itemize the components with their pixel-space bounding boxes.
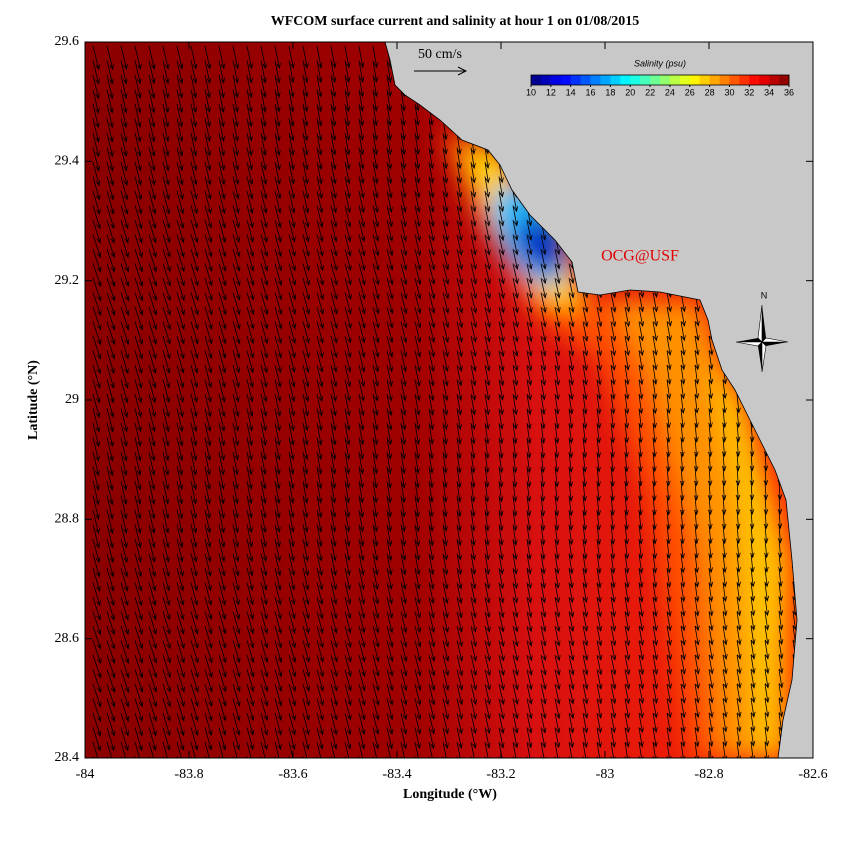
colorbar-swatch	[560, 75, 571, 85]
colorbar-swatch	[779, 75, 790, 85]
colorbar-swatch	[610, 75, 621, 85]
colorbar-swatch	[759, 75, 770, 85]
x-tick-label: -84	[76, 767, 95, 782]
colorbar-swatch	[669, 75, 681, 85]
colorbar-swatch	[600, 75, 611, 85]
colorbar-tick-label: 24	[665, 87, 675, 97]
x-tick-label: -82.6	[798, 767, 827, 782]
salinity-yellow	[710, 360, 790, 758]
y-tick-label: 29.6	[55, 34, 80, 49]
colorbar-swatch	[620, 75, 631, 85]
colorbar-swatch	[719, 75, 730, 85]
colorbar-tick-label: 34	[764, 87, 774, 97]
colorbar-label: Salinity (psu)	[634, 58, 686, 68]
colorbar-tick-label: 18	[605, 87, 615, 97]
x-tick-label: -82.8	[694, 767, 723, 782]
y-tick-label: 29.4	[55, 154, 80, 169]
map-title: WFCOM surface current and salinity at ho…	[271, 14, 640, 29]
colorbar-tick-label: 22	[645, 87, 655, 97]
colorbar-swatch	[650, 75, 661, 85]
colorbar-tick-label: 28	[705, 87, 715, 97]
colorbar-swatch	[749, 75, 760, 85]
map-area	[85, 42, 813, 758]
salinity-field	[440, 130, 790, 758]
watermark: OCG@USF	[601, 248, 679, 265]
colorbar-swatch	[580, 75, 591, 85]
x-tick-label: -83.6	[278, 767, 307, 782]
colorbar-swatch	[709, 75, 720, 85]
colorbar-swatch	[660, 75, 671, 85]
colorbar-swatch	[689, 75, 700, 85]
colorbar-tick-label: 32	[744, 87, 754, 97]
y-tick-label: 29.2	[55, 273, 80, 288]
y-tick-label: 28.4	[55, 750, 80, 765]
colorbar-swatch	[590, 75, 601, 85]
salinity-coastal	[440, 130, 790, 758]
colorbar-swatch	[540, 75, 552, 85]
scale-arrow	[414, 66, 468, 76]
compass	[735, 304, 789, 373]
colorbar-swatch	[739, 75, 750, 85]
colorbar-tick-label: 30	[724, 87, 734, 97]
colorbar-tick-label: 20	[625, 87, 635, 97]
colorbar-swatch	[630, 75, 641, 85]
colorbar-swatch	[531, 75, 542, 85]
colorbar-swatch	[699, 75, 710, 85]
colorbar-tick-label: 26	[685, 87, 695, 97]
land	[384, 42, 813, 758]
north-label: N	[761, 290, 768, 300]
y-tick-label: 29	[65, 392, 79, 407]
x-tick-label: -83.4	[382, 767, 411, 782]
colorbar-swatch	[570, 75, 581, 85]
x-tick-label: -83.8	[174, 767, 203, 782]
colorbar-tick-label: 10	[526, 87, 536, 97]
colorbar-tick-label: 12	[546, 87, 556, 97]
axes: -84 -83.8 -83.6 -83.4 -83.2 -83 -82.8 -82.6 28.4…	[55, 34, 828, 782]
colorbar-swatch	[550, 75, 562, 85]
colorbar-tick-label: 14	[566, 87, 576, 97]
colorbar-swatch	[769, 75, 780, 85]
colorbar-frame	[530, 74, 790, 86]
scale-label: 50 cm/s	[418, 47, 462, 62]
y-axis-label: Latitude (°N)	[26, 360, 41, 440]
colorbar-swatch	[640, 75, 651, 85]
x-tick-label: -83.2	[486, 767, 515, 782]
colorbar-swatch	[679, 75, 691, 85]
colorbar-tick-label: 36	[784, 87, 794, 97]
x-tick-label: -83	[596, 767, 615, 782]
colorbar: 10 12 14 16 18 20 22 24 26 28 30 32 34 36	[526, 74, 794, 97]
y-tick-label: 28.8	[55, 512, 80, 527]
colorbar-tick-label: 16	[586, 87, 596, 97]
colorbar-swatch	[729, 75, 740, 85]
y-tick-label: 28.6	[55, 631, 80, 646]
x-axis-label: Longitude (°W)	[403, 787, 497, 802]
